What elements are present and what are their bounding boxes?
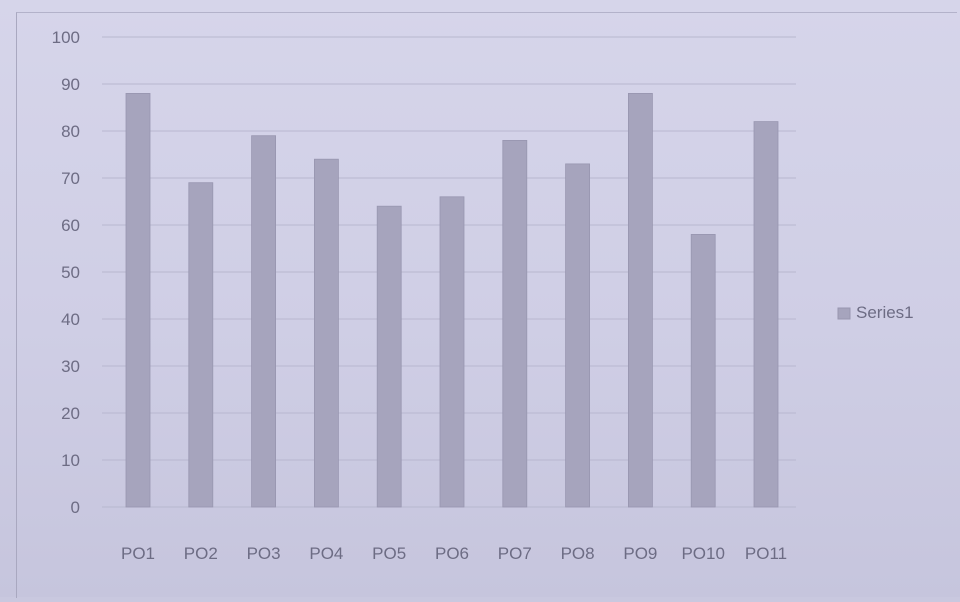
bars (125, 93, 779, 508)
y-tick-label: 60 (61, 216, 80, 235)
x-tick-label: PO6 (435, 544, 469, 563)
x-tick-label: PO2 (184, 544, 218, 563)
bar-po6 (439, 196, 465, 508)
y-axis-ticks: 0 10 20 30 40 50 60 70 80 90 100 (52, 28, 80, 517)
legend: Series1 (837, 303, 914, 322)
y-tick-label: 40 (61, 310, 80, 329)
x-tick-label: PO7 (498, 544, 532, 563)
legend-swatch (837, 307, 851, 320)
bar-po11 (753, 121, 779, 508)
bar-po8 (565, 163, 590, 508)
y-tick-label: 70 (61, 169, 80, 188)
y-tick-label: 10 (61, 451, 80, 470)
y-tick-label: 80 (61, 122, 80, 141)
x-tick-label: PO1 (121, 544, 155, 563)
chart-frame (16, 12, 957, 598)
bar-po9 (628, 93, 653, 508)
x-tick-label: PO11 (745, 544, 787, 563)
bar-po2 (188, 182, 214, 508)
x-tick-label: PO3 (247, 544, 281, 563)
bar-po1 (125, 93, 151, 508)
y-tick-label: 20 (61, 404, 80, 423)
x-tick-label: PO10 (681, 544, 724, 563)
x-tick-label: PO8 (561, 544, 595, 563)
bar-po5 (376, 205, 402, 508)
y-tick-label: 100 (52, 28, 80, 47)
bar-po4 (313, 158, 339, 508)
x-tick-label: PO5 (372, 544, 406, 563)
bar-po10 (690, 233, 716, 508)
x-axis-ticks: PO1 PO2 PO3 PO4 PO5 PO6 PO7 PO8 PO9 PO10 PO11 (121, 544, 787, 563)
legend-label-series1: Series1 (856, 303, 914, 322)
y-tick-label: 90 (61, 75, 80, 94)
y-tick-label: 0 (71, 498, 80, 517)
y-tick-label: 50 (61, 263, 80, 282)
bar-po7 (502, 139, 528, 508)
x-tick-label: PO9 (623, 544, 657, 563)
bar-po3 (251, 135, 277, 508)
y-tick-label: 30 (61, 357, 80, 376)
x-tick-label: PO4 (309, 544, 343, 563)
